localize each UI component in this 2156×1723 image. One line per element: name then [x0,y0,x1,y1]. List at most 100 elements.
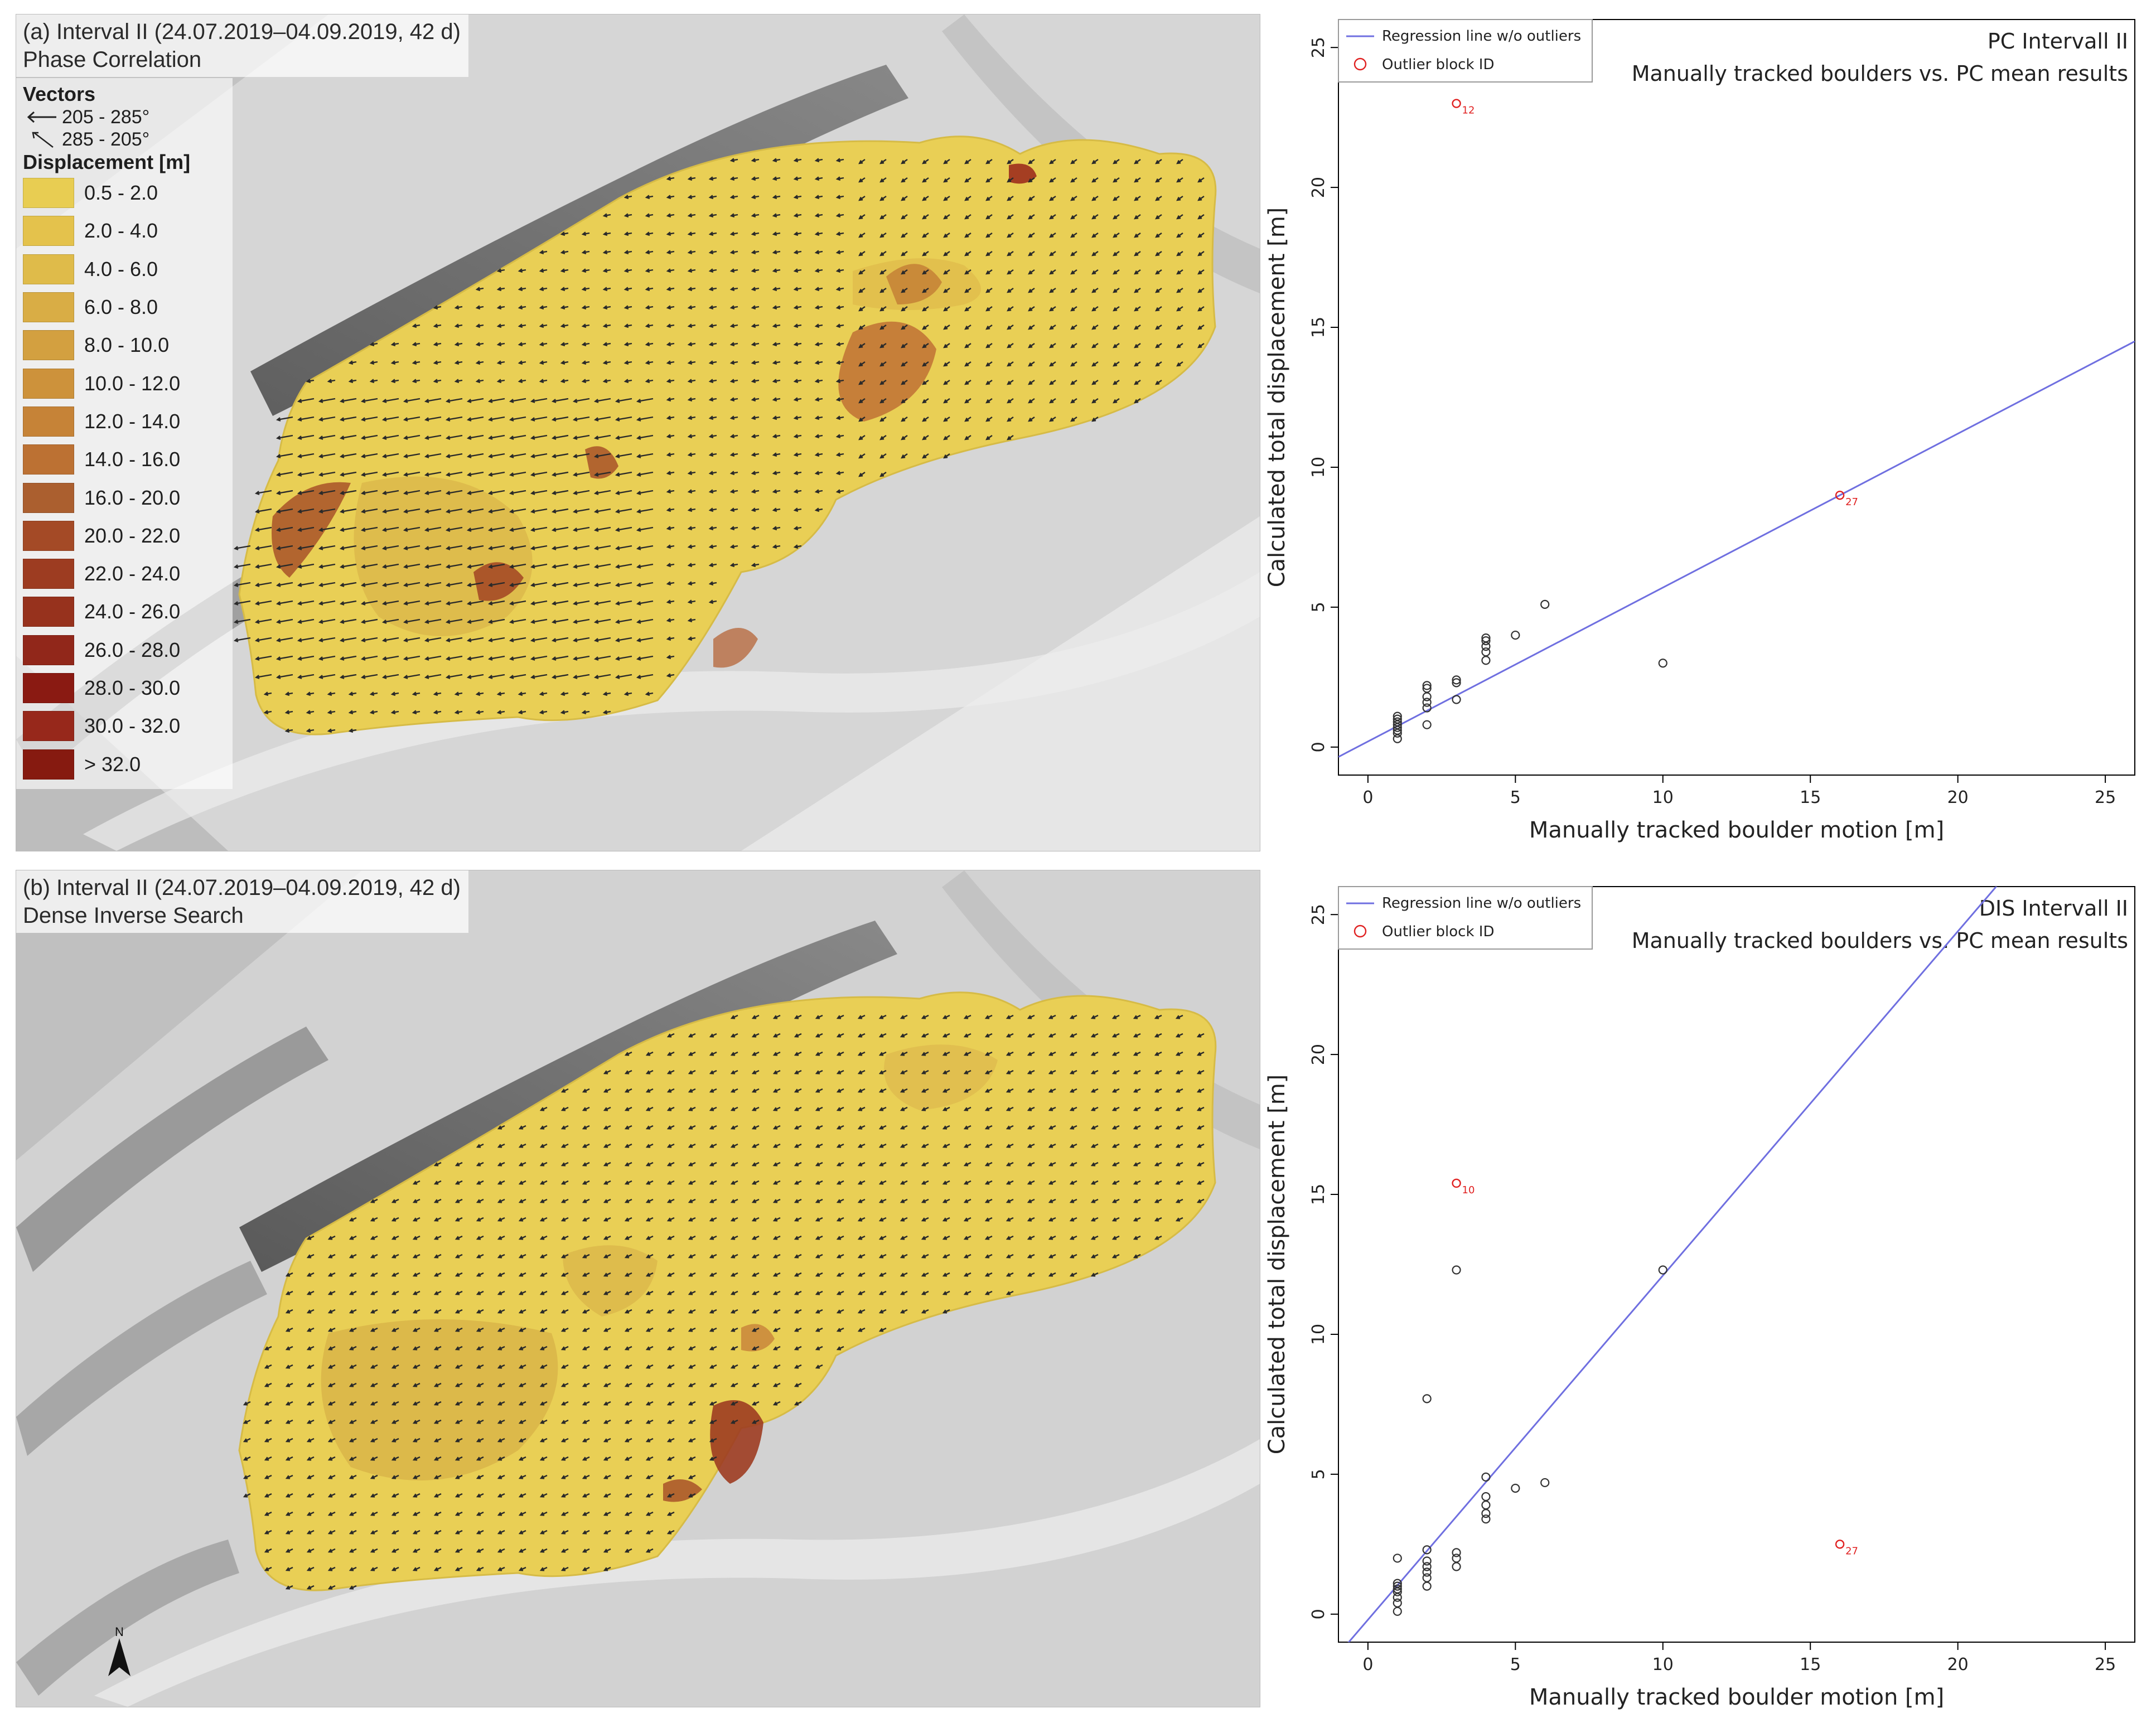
vector-arrowhead [412,323,417,328]
vector-arrowhead [772,268,777,273]
displacement-vector [637,398,654,403]
vector-arrowhead [275,472,281,477]
vector-arrowhead [922,233,927,238]
vector-arrowhead [264,1530,269,1535]
vector-arrowhead [879,417,884,422]
vector-arrowhead [1176,325,1181,330]
vector-arrowhead [264,1567,269,1571]
vector-arrowhead [572,675,578,679]
displacement-vector [531,508,548,513]
displacement-vector [447,563,463,568]
vector-arrowhead [687,618,693,623]
displacement-vector [277,545,293,550]
legend-class-label: 10.0 - 12.0 [84,371,181,395]
vector-arrowhead [318,527,323,532]
vector-arrowhead [985,159,990,164]
displacement-vector [489,582,505,587]
vector-arrowhead [687,452,693,457]
vector-arrowhead [943,178,948,183]
displacement-vector [489,508,505,513]
vector-arrowhead [772,1033,778,1038]
vector-arrowhead [772,360,777,365]
vector-arrowhead [730,1291,736,1295]
vector-arrowhead [964,178,969,183]
vector-arrowhead [306,1364,312,1369]
vector-arrowhead [1196,1144,1202,1148]
vector-arrowhead [369,691,375,696]
vector-arrowhead [645,1217,651,1222]
vector-arrowhead [666,1033,672,1038]
vector-arrowhead [623,379,629,384]
vector-arrowhead [984,1088,990,1093]
vector-arrowhead [985,362,990,367]
displacement-vector [553,563,569,568]
vector-arrowhead [879,178,884,183]
vector-arrowhead [454,379,460,384]
vector-arrowhead [254,675,260,679]
vector-arrowhead [1028,288,1033,293]
vector-arrowhead [497,1272,502,1277]
vector-arrowhead [878,1088,884,1093]
vector-arrowhead [1070,343,1075,349]
vector-arrowhead [445,675,451,679]
vector-arrowhead [815,1236,820,1240]
displacement-vector [447,471,463,476]
vector-arrowhead [349,1364,354,1369]
vector-arrowhead [751,471,756,476]
vector-arrowhead [496,691,502,696]
vector-arrowhead [688,1420,693,1424]
vector-arrowhead [1134,251,1139,256]
vector-arrowhead [666,434,671,439]
displacement-vector [574,618,590,623]
displacement-vector [383,545,399,550]
vector-arrowhead [603,1475,608,1479]
vector-arrowhead [964,325,969,330]
vector-arrowhead [297,417,302,422]
vector-arrowhead [1006,1033,1011,1038]
displacement-vector [574,600,590,605]
vector-arrowhead [751,176,756,181]
vector-arrowhead [814,213,820,218]
vector-arrowhead [1048,1088,1053,1093]
displacement-vector [468,674,484,679]
vector-arrowhead [984,1070,990,1075]
vector-arrowhead [815,1309,820,1314]
vector-arrowhead [815,1364,820,1369]
vector-arrowhead [603,1070,608,1075]
vector-arrowhead [1175,1125,1181,1130]
vector-arrowhead [412,1567,418,1571]
vector-arrowhead [666,1052,672,1056]
vector-arrowhead [539,1346,545,1351]
vector-arrowhead [1175,1162,1181,1167]
vector-arrowhead [794,1070,799,1075]
displacement-vector [574,637,590,642]
vector-arrowhead [285,1272,291,1277]
vector-arrowhead [560,1530,566,1535]
vector-arrowhead [835,287,841,292]
vector-arrowhead [412,1272,418,1277]
vector-arrowhead [687,360,693,365]
vector-arrowhead [391,1291,397,1295]
vector-arrowhead [560,1236,566,1240]
vector-arrowhead [623,268,629,273]
vector-arrowhead [943,435,948,441]
vector-arrowhead [666,213,671,218]
displacement-vector [383,526,399,531]
vector-arrowhead [496,379,502,384]
vector-arrowhead [1091,215,1096,220]
displacement-vector [404,508,420,513]
vector-arrowhead [985,178,990,183]
vector-arrowhead [1133,1033,1138,1038]
vector-arrowhead [645,1272,651,1277]
displacement-vector [383,582,399,587]
vector-arrowhead [772,1272,778,1277]
displacement-vector [616,618,632,623]
data-point [1658,659,1667,668]
vector-arrowhead [943,270,948,275]
vector-arrowhead [476,1272,481,1277]
vector-arrowhead [943,325,948,330]
vector-arrowhead [901,362,906,367]
vector-arrowhead [815,1254,820,1259]
vector-arrowhead [497,1162,502,1167]
displacement-vector [510,545,526,550]
